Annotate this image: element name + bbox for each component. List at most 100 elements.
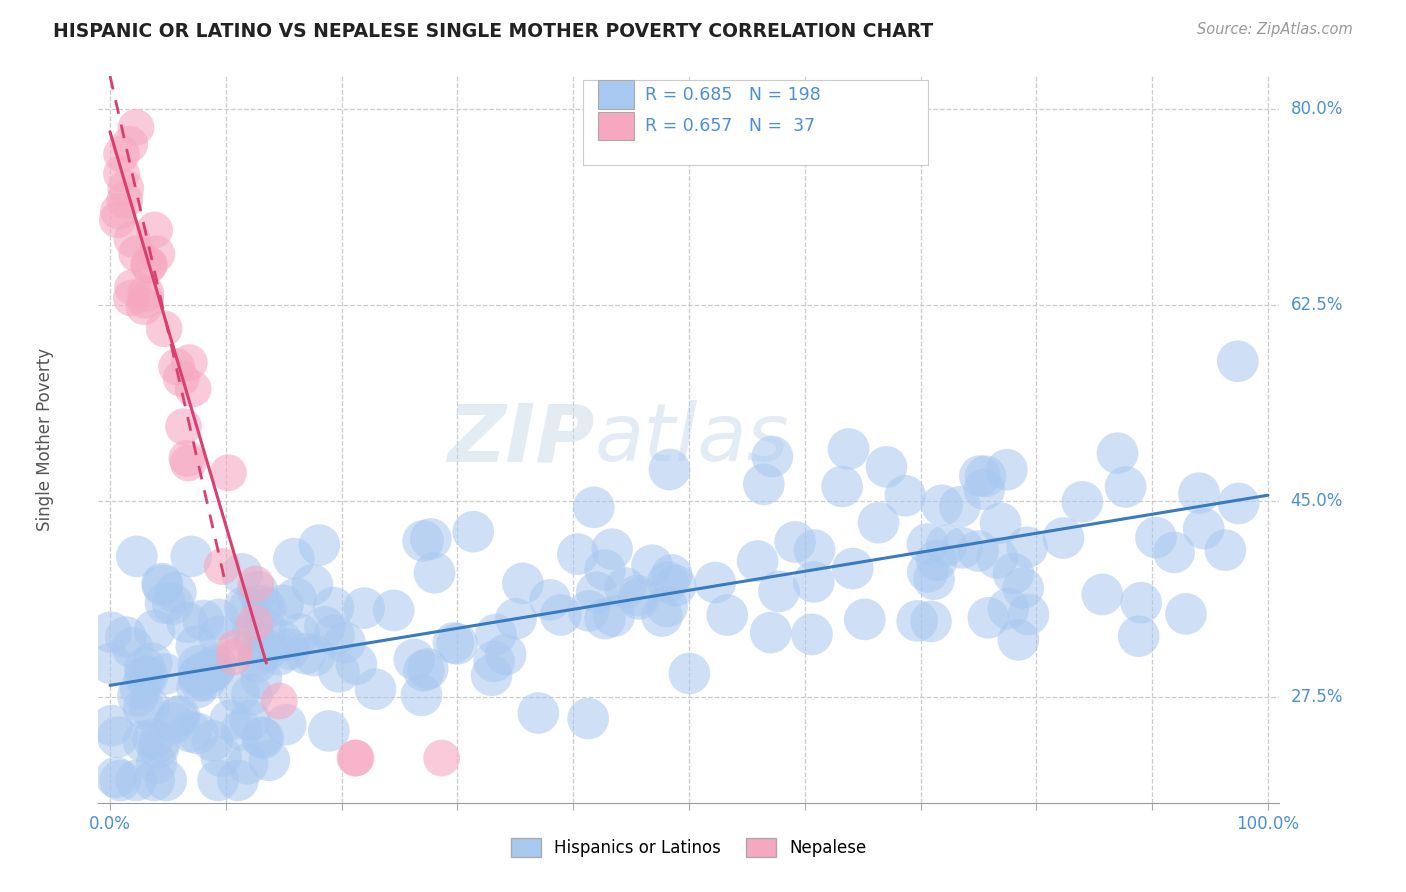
Text: R = 0.657   N =  37: R = 0.657 N = 37 bbox=[645, 117, 815, 135]
Point bbox=[977, 611, 1000, 625]
Point bbox=[186, 681, 208, 695]
Point bbox=[176, 451, 198, 466]
Point bbox=[974, 469, 997, 483]
Point bbox=[716, 607, 738, 622]
Point bbox=[318, 723, 340, 738]
Point bbox=[231, 566, 253, 581]
Point bbox=[150, 576, 173, 591]
Point bbox=[254, 621, 277, 635]
Point bbox=[162, 597, 184, 611]
Point bbox=[333, 635, 356, 649]
Point bbox=[842, 561, 865, 575]
Legend: Hispanics or Latinos, Nepalese: Hispanics or Latinos, Nepalese bbox=[505, 831, 873, 863]
Point bbox=[323, 628, 346, 642]
Point bbox=[1007, 632, 1029, 647]
Point bbox=[193, 668, 215, 682]
Point bbox=[129, 681, 152, 696]
Point bbox=[1128, 629, 1150, 643]
Point bbox=[430, 751, 453, 765]
Point bbox=[308, 538, 330, 552]
Point bbox=[950, 541, 973, 555]
Point bbox=[353, 601, 375, 615]
Point bbox=[868, 516, 890, 530]
Point bbox=[917, 565, 939, 579]
Point bbox=[917, 537, 939, 551]
Point bbox=[658, 462, 681, 476]
Point bbox=[205, 658, 228, 673]
Point bbox=[661, 567, 683, 582]
Point bbox=[344, 657, 367, 672]
Point bbox=[278, 642, 301, 657]
Point bbox=[1091, 587, 1114, 601]
Point bbox=[495, 648, 517, 662]
Point bbox=[1017, 607, 1039, 622]
Point bbox=[603, 609, 626, 624]
Point bbox=[120, 291, 142, 305]
Point bbox=[211, 559, 233, 574]
Point bbox=[141, 656, 163, 670]
Point bbox=[463, 524, 485, 539]
Point bbox=[186, 639, 208, 653]
Point bbox=[152, 578, 174, 592]
Point bbox=[657, 574, 679, 589]
Point bbox=[922, 572, 945, 586]
Point bbox=[505, 612, 527, 626]
Point bbox=[831, 479, 853, 493]
Point bbox=[344, 751, 367, 765]
Point bbox=[180, 724, 202, 739]
Point bbox=[219, 713, 242, 727]
Point bbox=[114, 194, 136, 208]
Point bbox=[148, 740, 170, 755]
Point bbox=[412, 533, 434, 548]
Point bbox=[894, 489, 917, 503]
Point bbox=[446, 637, 468, 651]
Point bbox=[270, 634, 292, 648]
Point bbox=[165, 585, 187, 599]
Point bbox=[294, 647, 316, 661]
Point bbox=[593, 563, 616, 577]
Point bbox=[231, 723, 253, 737]
Point bbox=[997, 601, 1019, 615]
Point bbox=[125, 120, 148, 135]
Point bbox=[254, 601, 277, 615]
Point bbox=[925, 553, 948, 567]
Point bbox=[240, 688, 263, 702]
Point bbox=[187, 726, 209, 740]
Point bbox=[419, 532, 441, 546]
Point bbox=[364, 682, 387, 697]
Point bbox=[142, 732, 165, 747]
Point bbox=[838, 442, 860, 456]
Point bbox=[187, 659, 209, 673]
Point bbox=[101, 718, 124, 732]
Point bbox=[759, 625, 782, 640]
Point bbox=[482, 654, 505, 668]
Point bbox=[193, 614, 215, 628]
Point bbox=[187, 669, 209, 683]
Point bbox=[404, 652, 426, 666]
Point bbox=[247, 648, 270, 663]
Point bbox=[641, 558, 664, 573]
Point bbox=[146, 247, 169, 261]
Point bbox=[239, 713, 262, 727]
Point bbox=[413, 664, 436, 678]
Point bbox=[314, 620, 336, 634]
Point bbox=[250, 730, 273, 744]
Point bbox=[208, 629, 231, 643]
Point bbox=[243, 633, 266, 648]
Text: 80.0%: 80.0% bbox=[1291, 101, 1343, 119]
Point bbox=[1192, 522, 1215, 536]
Point bbox=[1163, 545, 1185, 559]
Point bbox=[145, 756, 167, 771]
Point bbox=[107, 204, 129, 219]
Point bbox=[626, 589, 648, 603]
Point bbox=[803, 543, 825, 558]
Point bbox=[252, 599, 274, 613]
Point bbox=[304, 648, 326, 663]
Point bbox=[274, 717, 297, 731]
Point bbox=[481, 668, 503, 682]
Point bbox=[169, 709, 191, 723]
Point bbox=[105, 771, 128, 785]
Point bbox=[246, 584, 269, 599]
Point bbox=[986, 551, 1008, 566]
Point bbox=[138, 258, 160, 272]
